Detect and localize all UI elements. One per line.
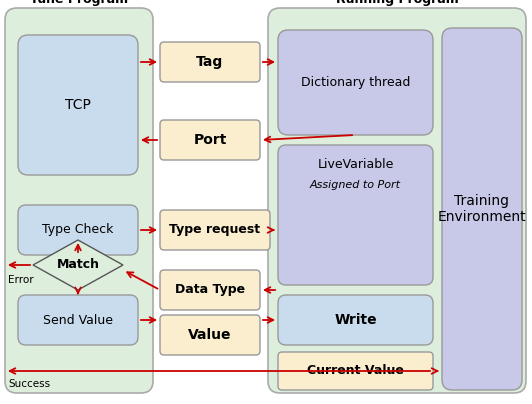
FancyBboxPatch shape [268,8,526,393]
Text: Value: Value [188,328,232,342]
Text: Send Value: Send Value [43,314,113,326]
FancyBboxPatch shape [278,352,433,390]
FancyBboxPatch shape [18,295,138,345]
Text: Error: Error [8,275,34,285]
FancyBboxPatch shape [160,42,260,82]
Text: Match: Match [56,259,99,271]
FancyBboxPatch shape [160,210,270,250]
FancyBboxPatch shape [18,35,138,175]
FancyBboxPatch shape [18,205,138,255]
Text: Tune Program: Tune Program [30,0,128,6]
Polygon shape [33,240,123,290]
FancyBboxPatch shape [160,120,260,160]
Text: TCP: TCP [65,98,91,112]
FancyBboxPatch shape [160,270,260,310]
FancyBboxPatch shape [278,145,433,285]
FancyBboxPatch shape [160,315,260,355]
Text: Current Value: Current Value [307,364,404,377]
FancyBboxPatch shape [278,295,433,345]
FancyBboxPatch shape [442,28,522,390]
Text: Dictionary thread: Dictionary thread [301,76,410,89]
Text: Type Check: Type Check [43,223,114,236]
Text: LiveVariable: LiveVariable [317,158,394,172]
Text: Assigned to Port: Assigned to Port [310,180,401,190]
Text: Write: Write [334,313,377,327]
Text: Data Type: Data Type [175,284,245,297]
FancyBboxPatch shape [5,8,153,393]
Text: Running Program: Running Program [336,0,459,6]
Text: Training
Environment: Training Environment [438,194,526,224]
Text: Port: Port [193,133,227,147]
Text: Success: Success [8,379,50,389]
Text: Type request: Type request [169,223,261,236]
Text: Tag: Tag [196,55,223,69]
FancyBboxPatch shape [278,30,433,135]
